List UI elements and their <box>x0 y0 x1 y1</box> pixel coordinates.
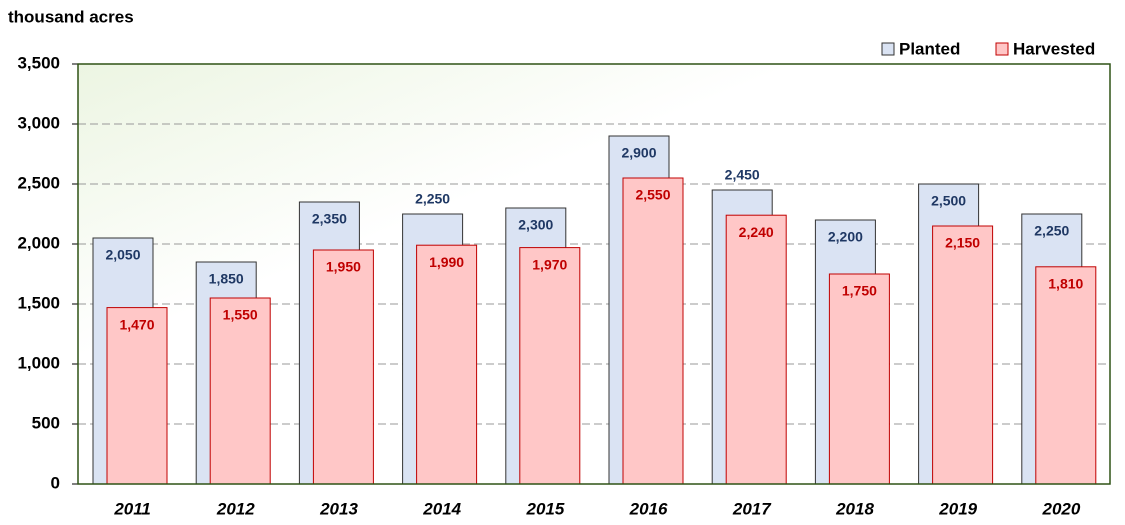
legend-swatch <box>881 42 895 56</box>
value-label: 2,350 <box>312 211 347 227</box>
bar <box>828 273 890 485</box>
value-label: 2,200 <box>828 229 863 245</box>
bar <box>622 177 684 485</box>
x-tick-label: 2016 <box>629 499 668 518</box>
value-label: 1,950 <box>326 259 361 275</box>
bar <box>312 249 374 485</box>
value-label: 2,450 <box>725 167 760 183</box>
x-tick-label: 2015 <box>525 499 564 518</box>
value-label: 1,990 <box>429 254 464 270</box>
bar <box>932 225 994 485</box>
value-label: 1,550 <box>223 307 258 323</box>
x-tick-label: 2020 <box>1041 499 1080 518</box>
bar <box>519 247 581 485</box>
x-tick-label: 2017 <box>732 499 772 518</box>
y-tick-label: 2,000 <box>17 233 60 252</box>
plot-border <box>77 63 1111 485</box>
x-tick-label: 2019 <box>938 499 977 518</box>
value-label: 2,250 <box>1034 223 1069 239</box>
legend-label: Harvested <box>1013 39 1095 58</box>
value-label: 2,240 <box>739 224 774 240</box>
bar <box>1035 266 1097 485</box>
value-label: 2,150 <box>945 235 980 251</box>
y-axis-title: thousand acres <box>8 7 134 26</box>
value-label: 2,550 <box>635 187 670 203</box>
bar <box>106 307 168 485</box>
value-label: 1,470 <box>119 316 154 332</box>
x-tick-label: 2011 <box>113 499 151 518</box>
y-tick-label: 3,000 <box>17 113 60 132</box>
bar <box>725 214 787 485</box>
y-tick-label: 500 <box>32 413 60 432</box>
x-tick-label: 2012 <box>216 499 255 518</box>
value-label: 1,750 <box>842 283 877 299</box>
value-label: 2,900 <box>621 145 656 161</box>
value-label: 1,810 <box>1048 276 1083 292</box>
bar <box>209 297 271 485</box>
x-tick-label: 2014 <box>422 499 461 518</box>
y-tick-label: 0 <box>51 473 60 492</box>
bar <box>416 244 478 485</box>
x-tick-label: 2018 <box>835 499 874 518</box>
legend-label: Planted <box>899 39 960 58</box>
y-tick-label: 1,500 <box>17 293 60 312</box>
value-label: 2,250 <box>415 191 450 207</box>
x-tick-label: 2013 <box>319 499 358 518</box>
y-tick-label: 3,500 <box>17 53 60 72</box>
y-tick-label: 1,000 <box>17 353 60 372</box>
value-label: 2,300 <box>518 217 553 233</box>
value-label: 2,050 <box>105 247 140 263</box>
legend-swatch <box>995 42 1009 56</box>
value-label: 1,970 <box>532 256 567 272</box>
value-label: 2,500 <box>931 193 966 209</box>
value-label: 1,850 <box>209 271 244 287</box>
y-tick-label: 2,500 <box>17 173 60 192</box>
